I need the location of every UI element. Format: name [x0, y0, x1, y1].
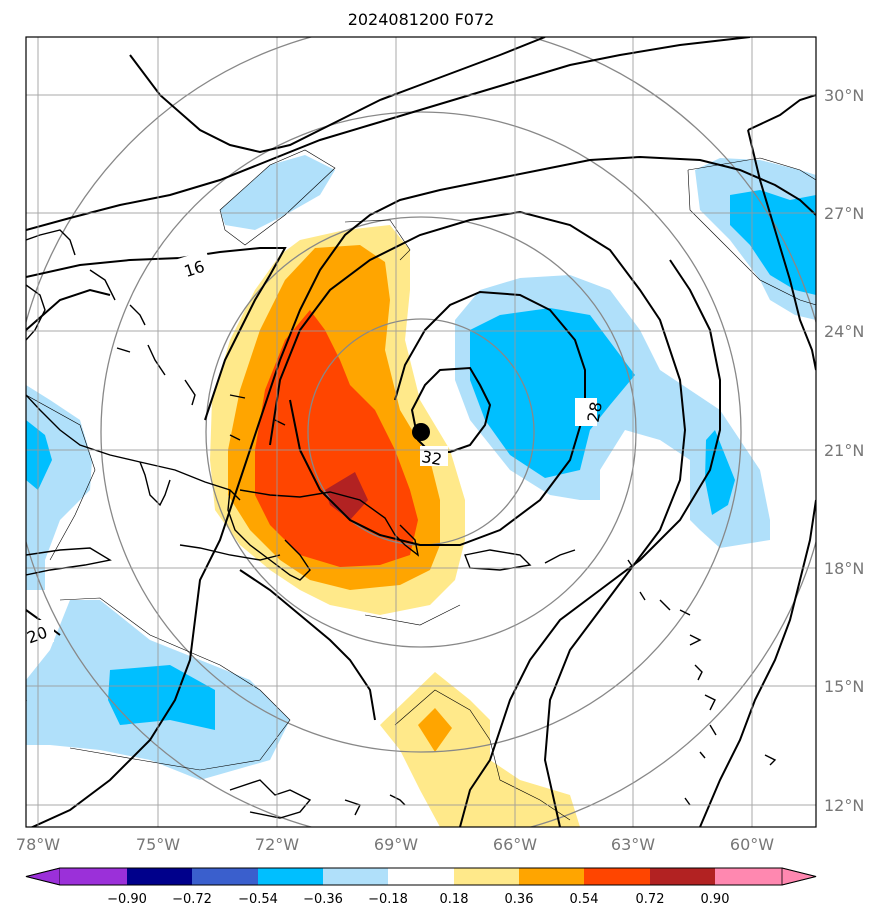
colorbar-tick-label: −0.18 — [368, 892, 408, 907]
lon-tick-label: 72°W — [255, 835, 299, 854]
colorbar-tick-label: 0.72 — [636, 892, 665, 907]
lat-tick-label: 15°N — [824, 677, 864, 696]
lon-tick-label: 63°W — [611, 835, 655, 854]
lon-tick-label: 60°W — [730, 835, 774, 854]
colorbar-tick-label: 0.18 — [440, 892, 469, 907]
contour-labels: 16 20 28 32 — [26, 249, 606, 647]
lon-tick-label: 66°W — [493, 835, 537, 854]
shading-positive-red — [255, 310, 418, 567]
contour-label-32: 32 — [420, 447, 443, 469]
lat-tick-label: 24°N — [824, 322, 864, 341]
colorbar-frame — [25, 867, 817, 886]
colorbar-tick-label: 0.36 — [505, 892, 534, 907]
colorbar-swatch — [60, 868, 127, 885]
colorbar-swatch — [192, 868, 258, 885]
lat-tick-label: 12°N — [824, 796, 864, 815]
colorbar-swatch — [454, 868, 519, 885]
map-plot-area: 16 20 28 32 — [26, 37, 816, 827]
plot-frame — [25, 36, 817, 828]
colorbar-extend-low — [25, 867, 61, 886]
colorbar-extend-high — [781, 867, 817, 886]
colorbar-swatch — [258, 868, 323, 885]
colorbar-tick-label: 0.54 — [570, 892, 599, 907]
contour-label-28: 28 — [584, 400, 606, 423]
colorbar-swatch — [388, 868, 454, 885]
thin-contours — [26, 149, 816, 821]
lat-tick-label: 27°N — [824, 204, 864, 223]
lat-tick-label: 30°N — [824, 86, 864, 105]
gridlines — [26, 37, 816, 827]
colorbar-swatch — [519, 868, 584, 885]
lat-tick-label: 18°N — [824, 559, 864, 578]
storm-center-marker — [412, 423, 430, 441]
colorbar-swatch — [715, 868, 782, 885]
colorbar-swatch — [584, 868, 650, 885]
colorbar-swatch — [323, 868, 388, 885]
colorbar-tick-label: −0.36 — [303, 892, 343, 907]
height-contours — [26, 37, 816, 827]
colorbar: −0.90 −0.72 −0.54 −0.36 −0.18 0.18 0.36 0.54 0.7… — [25, 867, 817, 907]
lon-tick-label: 75°W — [136, 835, 180, 854]
map-title: 2024081200 F072 — [347, 10, 495, 29]
lat-tick-labels: 30°N 27°N 24°N 21°N 18°N 15°N 12°N — [824, 86, 864, 815]
colorbar-tick-label: −0.72 — [172, 892, 212, 907]
colorbar-tick-label: 0.90 — [701, 892, 730, 907]
coastlines — [26, 229, 777, 819]
lon-tick-label: 69°W — [374, 835, 418, 854]
lon-tick-labels: 78°W 75°W 72°W 69°W 66°W 63°W 60°W — [16, 835, 774, 854]
colorbar-tick-label: −0.54 — [238, 892, 278, 907]
lon-tick-label: 78°W — [16, 835, 60, 854]
lat-tick-label: 21°N — [824, 441, 864, 460]
colorbar-tick-label: −0.90 — [107, 892, 147, 907]
colorbar-swatch — [650, 868, 715, 885]
colorbar-swatch — [127, 868, 192, 885]
